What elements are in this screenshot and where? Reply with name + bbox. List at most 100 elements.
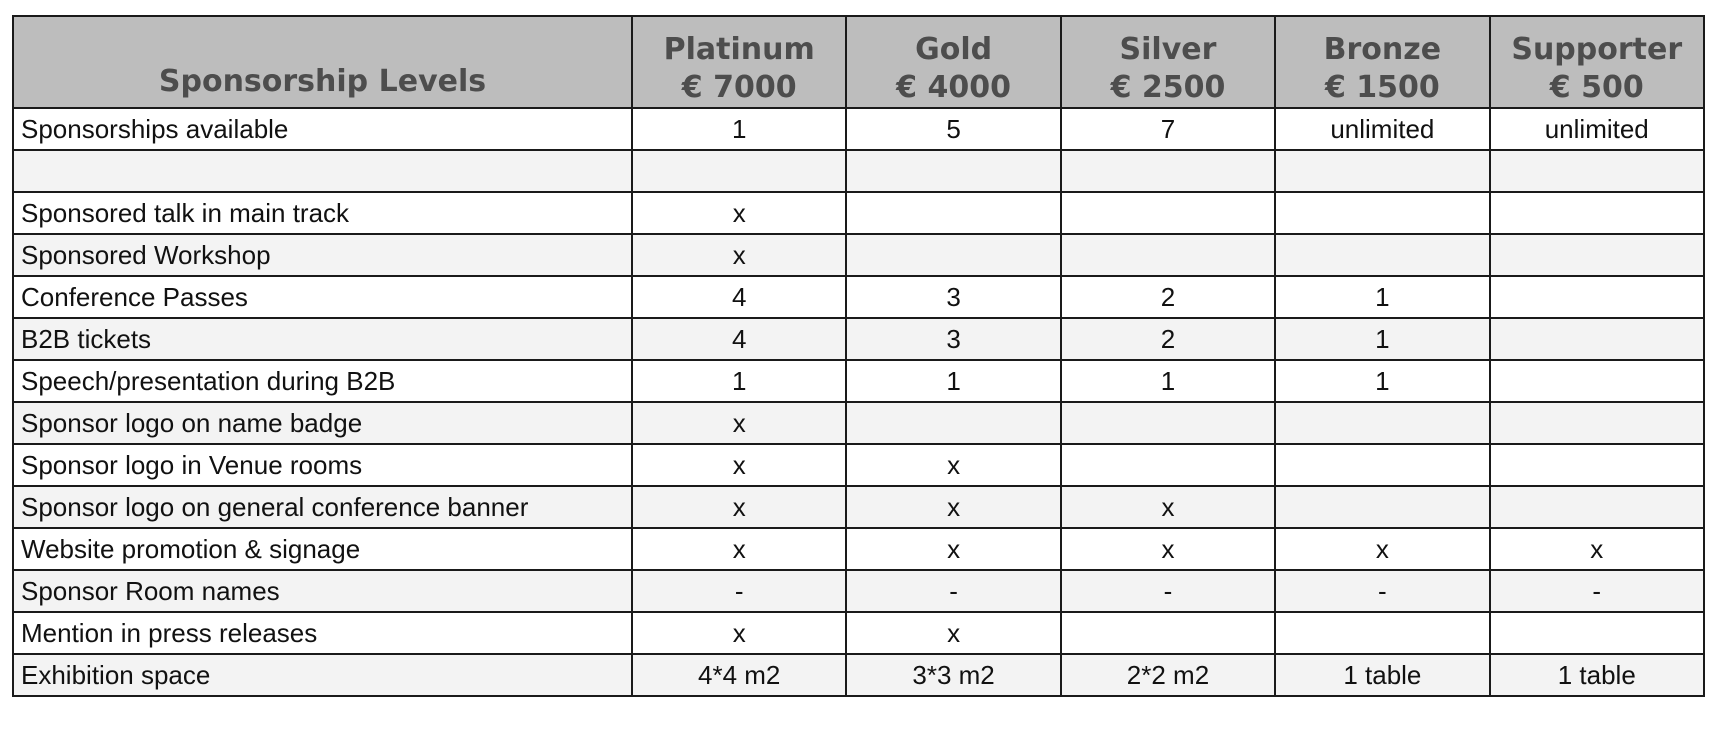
tier-price: € 500 (1549, 70, 1644, 105)
tier-cell (1059, 443, 1277, 487)
header-tier-gold: Gold € 4000 (845, 15, 1062, 109)
tier-cell (1488, 485, 1705, 529)
feature-label: Sponsored Workshop (12, 233, 633, 277)
tier-cell (1059, 611, 1277, 655)
tier-cell (1488, 359, 1705, 403)
tier-cell: - (1059, 569, 1277, 613)
tier-price: € 7000 (681, 70, 797, 105)
tier-cell (845, 401, 1062, 445)
table-row: Sponsor logo on general conference banne… (12, 485, 1705, 529)
tier-cell: x (630, 443, 848, 487)
tier-cell: x (845, 527, 1062, 571)
feature-label: Sponsor Room names (12, 569, 633, 613)
tier-cell: 3 (845, 317, 1062, 361)
table-row: Sponsorships available 1 5 7 unlimited unlimi… (12, 107, 1705, 151)
tier-cell (1488, 443, 1705, 487)
tier-cell (630, 149, 848, 193)
feature-label: Sponsor logo on general conference banne… (12, 485, 633, 529)
tier-cell (1274, 191, 1491, 235)
tier-cell: x (1059, 527, 1277, 571)
tier-cell: - (845, 569, 1062, 613)
tier-cell: 4 (630, 275, 848, 319)
tier-name: Bronze (1323, 32, 1442, 67)
tier-name: Gold (915, 32, 993, 67)
tier-cell: - (1488, 569, 1705, 613)
table-row: Sponsor Room names - - - - - (12, 569, 1705, 613)
tier-cell: x (630, 611, 848, 655)
tier-cell: 1 (630, 359, 848, 403)
tier-cell: 1 (1274, 359, 1491, 403)
tier-cell: - (1274, 569, 1491, 613)
feature-label: Exhibition space (12, 653, 633, 697)
tier-cell (845, 149, 1062, 193)
table-row: Conference Passes 4 3 2 1 (12, 275, 1705, 319)
tier-cell: unlimited (1274, 107, 1491, 151)
tier-cell: 7 (1059, 107, 1277, 151)
tier-cell: 1 (845, 359, 1062, 403)
tier-cell: 3*3 m2 (845, 653, 1062, 697)
feature-label: Mention in press releases (12, 611, 633, 655)
tier-cell: 1 table (1274, 653, 1491, 697)
tier-price: € 4000 (896, 70, 1011, 105)
tier-cell: 4 (630, 317, 848, 361)
tier-cell (1059, 401, 1277, 445)
feature-label: B2B tickets (12, 317, 633, 361)
tier-cell (1059, 191, 1277, 235)
header-tier-bronze: Bronze € 1500 (1274, 15, 1491, 109)
feature-label: Website promotion & signage (12, 527, 633, 571)
feature-label: Sponsorships available (12, 107, 633, 151)
tier-cell: x (845, 485, 1062, 529)
tier-cell: 1 (630, 107, 848, 151)
tier-cell (1059, 233, 1277, 277)
sponsorship-table-container: Sponsorship Levels Platinum € 7000 Gold … (12, 15, 1705, 697)
tier-cell: x (1488, 527, 1705, 571)
feature-label: Sponsor logo in Venue rooms (12, 443, 633, 487)
table-row: Website promotion & signage x x x x x (12, 527, 1705, 571)
tier-cell: x (1059, 485, 1277, 529)
tier-name: Silver (1119, 32, 1217, 67)
table-row: Sponsored Workshop x (12, 233, 1705, 277)
table-row: Speech/presentation during B2B 1 1 1 1 (12, 359, 1705, 403)
sponsorship-table: Sponsorship Levels Platinum € 7000 Gold … (12, 15, 1705, 697)
tier-cell: 5 (845, 107, 1062, 151)
table-row: Sponsor logo on name badge x (12, 401, 1705, 445)
header-tier-platinum: Platinum € 7000 (630, 15, 848, 109)
tier-cell: x (1274, 527, 1491, 571)
feature-label: Sponsor logo on name badge (12, 401, 633, 445)
header-sponsorship-levels: Sponsorship Levels (12, 15, 633, 109)
tier-cell (1488, 149, 1705, 193)
tier-cell (1274, 401, 1491, 445)
tier-cell (1488, 191, 1705, 235)
tier-cell (1059, 149, 1277, 193)
tier-cell: 2 (1059, 275, 1277, 319)
tier-cell: x (845, 611, 1062, 655)
tier-cell: 1 (1274, 275, 1491, 319)
tier-cell: 1 table (1488, 653, 1705, 697)
table-row: Sponsored talk in main track x (12, 191, 1705, 235)
tier-cell (1274, 485, 1491, 529)
header-row: Sponsorship Levels Platinum € 7000 Gold … (12, 15, 1705, 109)
feature-label: Speech/presentation during B2B (12, 359, 633, 403)
feature-label: Conference Passes (12, 275, 633, 319)
feature-label (12, 149, 633, 193)
table-row: Mention in press releases x x (12, 611, 1705, 655)
table-row: Exhibition space 4*4 m2 3*3 m2 2*2 m2 1 tabl… (12, 653, 1705, 697)
tier-cell (1274, 611, 1491, 655)
header-tier-silver: Silver € 2500 (1059, 15, 1277, 109)
tier-cell (1274, 233, 1491, 277)
tier-cell: 1 (1059, 359, 1277, 403)
tier-cell (1274, 443, 1491, 487)
tier-price: € 2500 (1110, 70, 1226, 105)
tier-cell: x (630, 233, 848, 277)
tier-cell (845, 191, 1062, 235)
table-row: B2B tickets 4 3 2 1 (12, 317, 1705, 361)
tier-cell: 2*2 m2 (1059, 653, 1277, 697)
tier-cell (1488, 233, 1705, 277)
tier-cell (1488, 317, 1705, 361)
tier-cell: x (630, 485, 848, 529)
header-tier-supporter: Supporter € 500 (1488, 15, 1705, 109)
tier-cell (1274, 149, 1491, 193)
tier-name: Supporter (1511, 32, 1683, 67)
tier-cell: 2 (1059, 317, 1277, 361)
table-body: Sponsorships available 1 5 7 unlimited unlimi… (12, 107, 1705, 697)
